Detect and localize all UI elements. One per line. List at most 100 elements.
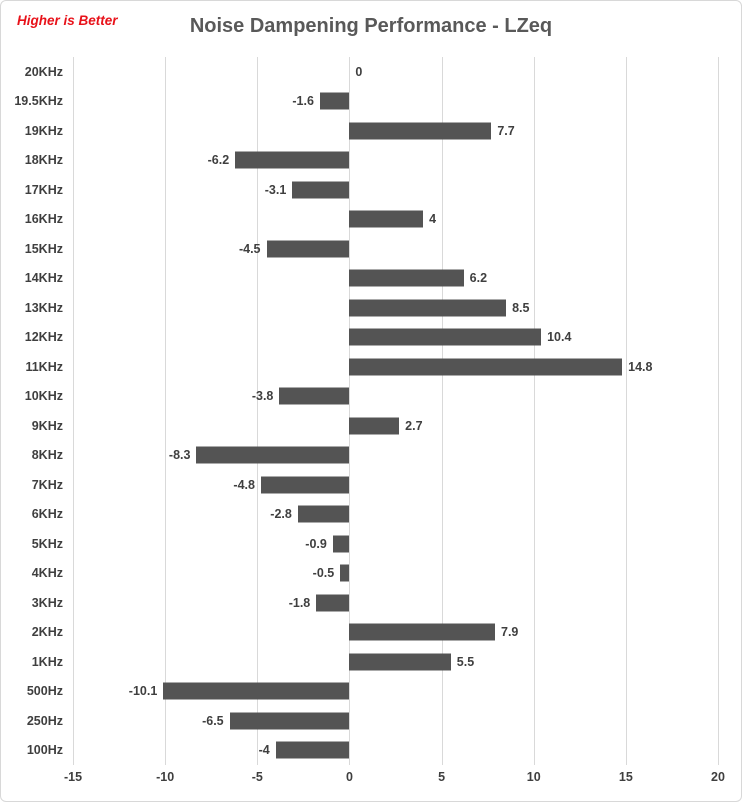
x-tick-label: -5	[251, 770, 263, 784]
gridline	[718, 57, 719, 765]
bar-row: -10.1	[73, 677, 718, 707]
category-axis: 20KHz 19.5KHz 19KHz 18KHz 17KHz 16KHz 15KHz 14K…	[1, 57, 63, 765]
value-label: -6.5	[202, 713, 224, 728]
category-label: 9KHz	[31, 418, 63, 433]
value-label: -0.5	[312, 566, 335, 581]
category-label: 14KHz	[24, 271, 63, 286]
category-label: 18KHz	[24, 153, 63, 168]
category-label: 250Hz	[26, 713, 63, 728]
bar-row: -4.5	[73, 234, 718, 264]
category-label: 6KHz	[31, 507, 63, 522]
value-label: 7.9	[501, 625, 519, 640]
value-label: -4	[258, 743, 270, 758]
category-label: 100Hz	[26, 743, 63, 758]
bar-row: -3.8	[73, 382, 718, 412]
bar	[229, 712, 350, 730]
bar-row: -3.1	[73, 175, 718, 205]
value-label: -10.1	[128, 684, 158, 699]
bar-row: 14.8	[73, 352, 718, 382]
value-label: 10.4	[547, 330, 572, 345]
bar	[235, 151, 350, 169]
value-label: -8.3	[168, 448, 191, 463]
bar	[163, 682, 350, 700]
bar	[279, 387, 350, 405]
value-label: -4.5	[238, 241, 261, 256]
category-label: 20KHz	[24, 64, 63, 79]
value-label: -1.6	[292, 94, 314, 109]
value-label: -3.8	[251, 389, 274, 404]
bar-row: 10.4	[73, 323, 718, 353]
bar	[297, 505, 350, 523]
bar-row: 0	[73, 57, 718, 87]
plot-area: 0 -1.6 7.7 -6.2 -3.1 4 -4.5 6.2 8.5 10.4 14.8 -3.8 2…	[73, 57, 719, 766]
bar-row: 7.7	[73, 116, 718, 146]
category-label: 11KHz	[25, 359, 63, 374]
category-label: 500Hz	[26, 684, 63, 699]
bar-row: 7.9	[73, 618, 718, 648]
value-axis: -15 -10 -5 0 5 10 15 20	[64, 765, 725, 793]
category-label: 16KHz	[24, 212, 63, 227]
bar-row: -4	[73, 736, 718, 766]
category-label: 3KHz	[31, 595, 63, 610]
bar	[275, 741, 350, 759]
gridline	[349, 57, 351, 765]
chart-title: Noise Dampening Performance - LZeq	[189, 15, 553, 37]
category-label: 13KHz	[24, 300, 63, 315]
gridline	[257, 57, 259, 765]
bar-row: -4.8	[73, 470, 718, 500]
category-label: 4KHz	[31, 566, 63, 581]
bar-row: -1.8	[73, 588, 718, 618]
bar-row: 4	[73, 205, 718, 235]
value-label: 7.7	[497, 123, 515, 138]
value-label: 6.2	[469, 271, 488, 286]
bar	[260, 476, 350, 494]
x-tick-label: 20	[711, 770, 725, 784]
value-label: -0.9	[305, 536, 327, 551]
value-label: -3.1	[264, 182, 287, 197]
x-tick-label: 10	[526, 770, 541, 784]
category-label: 15KHz	[24, 241, 63, 256]
bar	[349, 653, 451, 671]
bar	[340, 564, 350, 582]
bar	[349, 417, 400, 435]
value-label: -1.8	[288, 595, 311, 610]
bar	[196, 446, 350, 464]
category-label: 19KHz	[24, 123, 63, 138]
bar-row: -6.2	[73, 146, 718, 176]
gridline	[533, 57, 535, 765]
value-label: 14.8	[628, 359, 653, 374]
bar	[349, 269, 464, 287]
value-label: 5.5	[456, 654, 475, 669]
bar	[319, 92, 350, 110]
bar	[349, 623, 495, 641]
category-label: 7KHz	[31, 477, 63, 492]
bar-row: -2.8	[73, 500, 718, 530]
bar-row: -0.9	[73, 529, 718, 559]
gridline	[625, 57, 627, 765]
bar-row: 6.2	[73, 264, 718, 294]
bar	[349, 122, 492, 140]
value-label: 4	[429, 212, 437, 227]
x-tick-label: 0	[345, 770, 353, 784]
bar	[332, 535, 350, 553]
x-tick-label: 5	[438, 770, 446, 784]
gridline	[73, 57, 74, 765]
bar	[349, 358, 623, 376]
category-label: 17KHz	[24, 182, 63, 197]
value-label: -2.8	[270, 507, 292, 522]
category-label: 10KHz	[24, 389, 63, 404]
annotation-higher-is-better: Higher is Better	[17, 13, 118, 28]
value-label: 0	[355, 64, 363, 79]
x-tick-label: -15	[63, 770, 83, 784]
bar-row: -6.5	[73, 706, 718, 736]
bar	[349, 299, 507, 317]
bar	[349, 328, 542, 346]
bar	[316, 594, 350, 612]
value-label: -6.2	[207, 153, 230, 168]
bar	[266, 240, 350, 258]
x-tick-label: -10	[156, 770, 175, 784]
gridline	[441, 57, 443, 765]
category-label: 12KHz	[24, 330, 63, 345]
category-label: 5KHz	[31, 536, 63, 551]
bar-row: 2.7	[73, 411, 718, 441]
